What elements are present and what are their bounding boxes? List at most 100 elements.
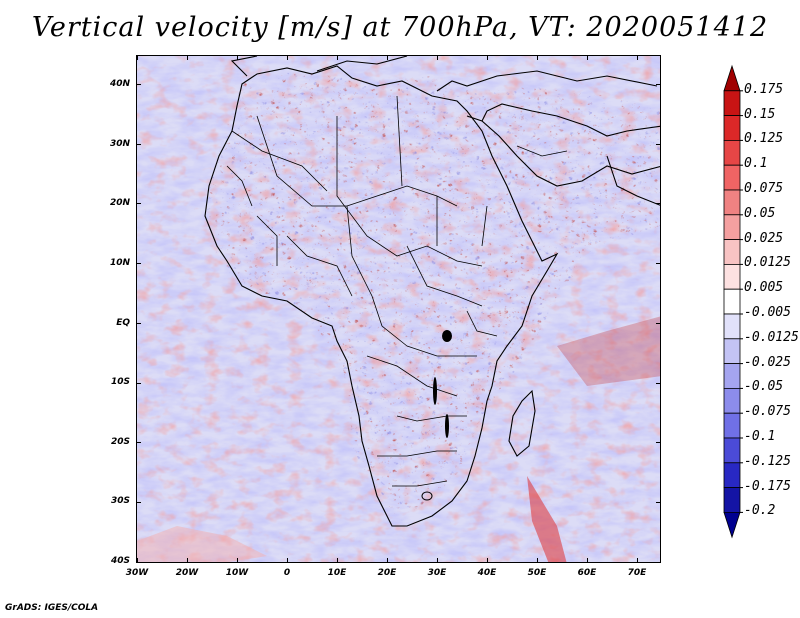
lat-tick-label: 30S — [110, 496, 130, 506]
lon-tick-label: 60E — [577, 568, 597, 578]
colorbar-swatch — [723, 64, 741, 92]
colorbar — [723, 64, 743, 539]
lon-tick — [237, 558, 238, 563]
lat-tick — [656, 84, 661, 85]
colorbar-level-label: 0.15 — [744, 106, 776, 122]
lon-tick — [487, 55, 488, 60]
lat-tick — [136, 263, 141, 265]
lat-tick — [656, 442, 661, 444]
lon-tick — [537, 558, 538, 563]
colorbar-swatch — [723, 338, 741, 364]
lat-tick — [656, 382, 661, 384]
lon-tick — [487, 558, 488, 563]
front-updraft-band — [527, 476, 567, 562]
lon-tick-label: 10W — [225, 568, 249, 578]
lon-tick — [287, 558, 288, 563]
colorbar-swatch — [723, 437, 741, 464]
colorbar-swatch — [723, 140, 741, 166]
colorbar-swatch — [723, 115, 741, 141]
colorbar-level-label: -0.1 — [744, 429, 776, 444]
lon-tick-label: 20W — [175, 568, 199, 578]
south-atlantic-updraft — [137, 526, 267, 562]
lon-tick — [437, 558, 438, 563]
colorbar-level-label: 0.025 — [744, 230, 784, 246]
lon-tick-label: 50E — [527, 568, 547, 578]
lon-tick — [587, 558, 588, 563]
lat-tick — [136, 143, 141, 145]
colorbar-level-label: -0.075 — [744, 404, 791, 420]
lon-tick — [537, 55, 538, 60]
colorbar-level-label: 0.005 — [744, 280, 784, 296]
country-borders — [226, 95, 568, 487]
lon-tick-label: 70E — [627, 568, 647, 578]
lon-tick-label: 40E — [477, 568, 497, 578]
coastlines — [204, 56, 660, 527]
colorbar-swatch — [723, 387, 741, 414]
lat-tick — [656, 561, 661, 563]
colorbar-level-label: -0.175 — [744, 478, 791, 494]
colorbar-level-label: 0.05 — [744, 205, 776, 221]
colorbar-level-label: 0.075 — [744, 181, 784, 196]
lat-tick — [136, 501, 141, 503]
lat-tick-label: 40N — [109, 79, 130, 89]
lon-tick — [337, 55, 338, 60]
lat-tick — [136, 203, 141, 205]
lat-tick — [136, 382, 141, 384]
colorbar-level-label: -0.0125 — [744, 329, 799, 345]
lakes — [421, 330, 452, 501]
lon-tick — [287, 55, 288, 60]
lon-tick — [637, 558, 638, 563]
lat-tick — [656, 501, 661, 503]
colorbar-swatch — [723, 239, 741, 265]
lon-tick — [387, 558, 388, 563]
lon-tick — [637, 55, 638, 60]
colorbar-swatch — [723, 288, 741, 315]
colorbar-swatch — [723, 214, 741, 241]
lat-tick — [656, 143, 661, 145]
colorbar-level-label: 0.175 — [744, 81, 784, 97]
colorbar-level-label: 0.0125 — [744, 255, 791, 271]
colorbar-swatch — [723, 164, 741, 191]
lat-tick-label: 40S — [110, 556, 130, 566]
lon-tick — [437, 55, 438, 60]
colorbar-level-label: 0.1 — [744, 156, 768, 172]
lon-tick — [187, 55, 188, 60]
lon-tick — [587, 55, 588, 60]
lon-tick-label: 0 — [283, 568, 291, 578]
lat-tick — [656, 322, 661, 324]
lat-tick — [656, 263, 661, 265]
lon-tick — [137, 55, 138, 60]
colorbar-swatch — [723, 189, 741, 216]
lon-tick-label: 30E — [427, 568, 447, 578]
lon-tick-label: 20E — [377, 568, 397, 578]
colorbar-level-label: -0.005 — [744, 305, 791, 320]
colorbar-swatch — [723, 363, 741, 389]
lat-tick-label: 20S — [110, 437, 130, 447]
lat-tick — [136, 84, 141, 85]
lon-tick — [187, 558, 188, 563]
lat-tick — [136, 322, 141, 324]
colorbar-level-label: -0.125 — [744, 453, 791, 469]
map-plot-area — [136, 55, 661, 563]
lon-tick — [387, 55, 388, 60]
lat-tick-label: 10N — [109, 258, 130, 268]
lon-tick — [237, 55, 238, 60]
colorbar-swatch — [723, 462, 741, 488]
lat-tick — [136, 442, 141, 444]
lon-tick-label: 10E — [327, 568, 347, 578]
lat-tick-label: 10S — [110, 377, 130, 387]
colorbar-level-label: -0.2 — [744, 503, 776, 519]
lon-tick — [337, 558, 338, 563]
lat-tick-label: 20N — [109, 198, 130, 208]
lat-tick-label: EQ — [116, 318, 130, 328]
colorbar-level-label: 0.125 — [744, 131, 784, 147]
colorbar-swatch — [723, 263, 741, 290]
colorbar-swatch — [723, 90, 741, 116]
lat-tick — [656, 203, 661, 205]
lon-tick — [137, 558, 138, 563]
colorbar-swatch — [723, 487, 741, 513]
colorbar-swatch — [723, 313, 741, 340]
colorbar-level-label: -0.05 — [744, 379, 784, 395]
colorbar-level-label: -0.025 — [744, 354, 791, 370]
colorbar-swatch — [723, 412, 741, 439]
